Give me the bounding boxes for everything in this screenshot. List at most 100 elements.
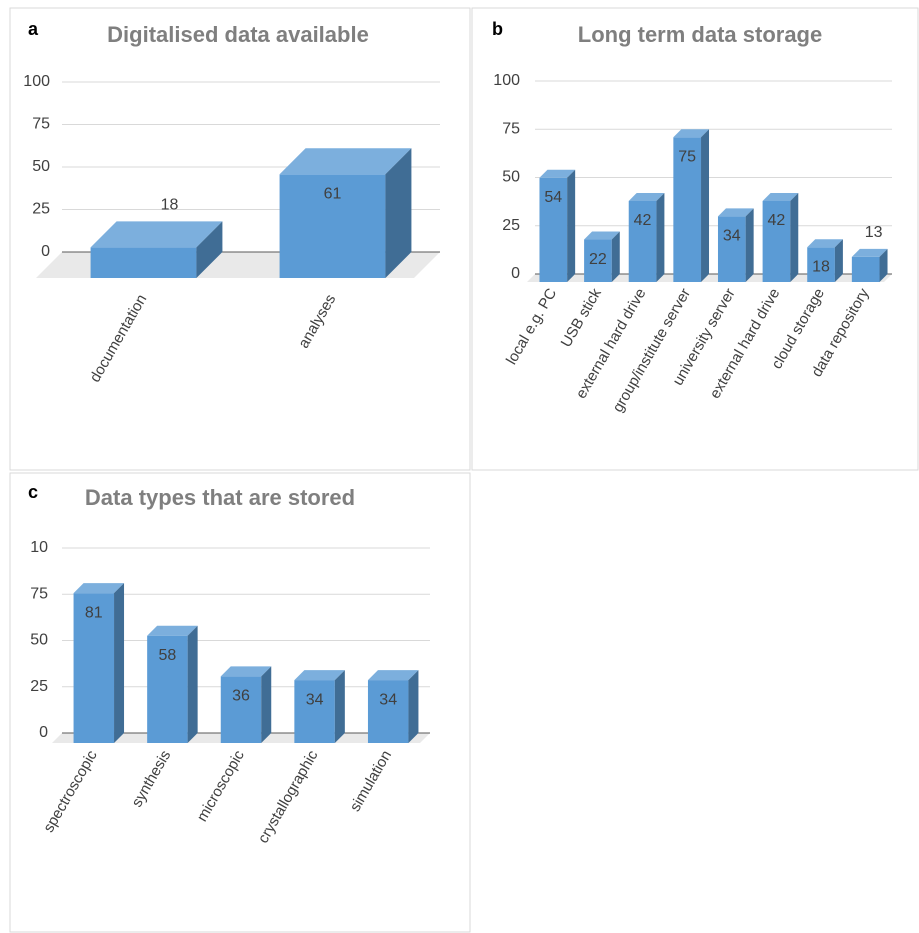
y-tick-label: 100 [23,73,50,90]
y-tick-label: 0 [41,243,50,260]
bar [294,670,345,743]
x-tick-label: synthesis [128,747,174,810]
x-tick-label: group/institute server [609,285,694,415]
bar-side [196,221,223,278]
bar [673,129,710,282]
bar-front [367,680,409,743]
value-label: 18 [812,258,830,275]
bar-top [584,231,620,240]
value-label: 61 [324,186,342,203]
bar-side [261,666,272,743]
y-tick-label: 0 [39,724,48,741]
panel-letter: b [492,19,503,39]
bar-side [701,129,710,282]
x-tick-label: local e.g. PC [503,285,560,367]
y-tick-label: 25 [32,201,50,218]
bar-front [851,256,880,282]
bar-side [334,670,345,743]
value-label: 34 [379,691,397,708]
bar [279,148,412,278]
bar-top [90,221,223,248]
x-tick-label: analyses [295,291,339,351]
y-tick-label: 75 [30,585,48,602]
value-label: 13 [865,224,883,241]
bar-side [656,192,665,282]
bar [762,192,799,282]
bar-top [367,670,419,681]
x-tick-label: USB stick [558,285,605,350]
value-label: 54 [544,189,562,206]
value-label: 34 [306,691,324,708]
value-label: 58 [159,647,177,664]
bar-side [187,625,198,743]
bar-front [90,247,197,278]
panel-frame [9,7,471,471]
bar-front [807,247,835,282]
panel-frame [471,7,919,471]
bar-top [673,129,710,138]
bar [807,239,843,282]
bar-top [762,192,799,201]
bar-top [147,625,198,636]
value-label: 34 [723,228,741,245]
bar [73,583,125,743]
bar-side [385,148,412,278]
value-label: 81 [85,604,103,621]
panel-letter: a [28,19,39,39]
floor [527,274,892,282]
bar-front [294,680,335,743]
y-tick-label: 100 [493,72,520,89]
bar-side [567,169,576,282]
panel-letter: c [28,482,38,502]
bar-top [73,583,125,594]
bar-front [717,216,746,282]
y-tick-label: 75 [502,120,520,137]
y-tick-label: 25 [30,678,48,695]
bar [717,208,754,282]
y-tick-label: 25 [502,217,520,234]
value-label: 42 [634,212,652,229]
bar-side [790,192,799,282]
bar [539,169,576,282]
bar-front [279,174,386,278]
bar-side [879,248,888,282]
x-tick-label: crystallographic [255,747,322,846]
bar-front [673,137,702,282]
bar-side [114,583,125,743]
bar [367,670,419,743]
bar [220,666,272,743]
value-label: 42 [768,212,786,229]
bar-front [147,635,188,743]
bar [584,231,620,282]
bar-front [220,676,262,743]
chart-title: Long term data storage [578,22,822,47]
panel-frame [9,472,471,933]
bar [147,625,198,743]
bar-top [717,208,754,217]
bar-top [220,666,272,677]
x-tick-label: documentation [86,291,150,385]
bar-front [584,239,612,282]
bar-front [628,200,657,282]
value-label: 75 [678,148,696,165]
bar-front [539,177,568,282]
bar-side [611,231,620,282]
bar-top [294,670,345,681]
chart-title: Digitalised data available [107,22,369,47]
bar-front [73,593,115,743]
y-tick-label: 50 [502,169,520,186]
bar-front [762,200,791,282]
x-tick-label: spectroscopic [40,747,101,835]
x-tick-label: microscopic [194,747,249,825]
bar-top [539,169,576,178]
value-label: 22 [589,251,607,268]
bar-side [834,239,843,282]
bar-top [279,148,412,175]
value-label: 36 [232,688,250,705]
bar-top [851,248,888,257]
bar [628,192,665,282]
bar-top [628,192,665,201]
y-tick-label: 0 [511,265,520,282]
y-tick-label: 75 [32,116,50,133]
